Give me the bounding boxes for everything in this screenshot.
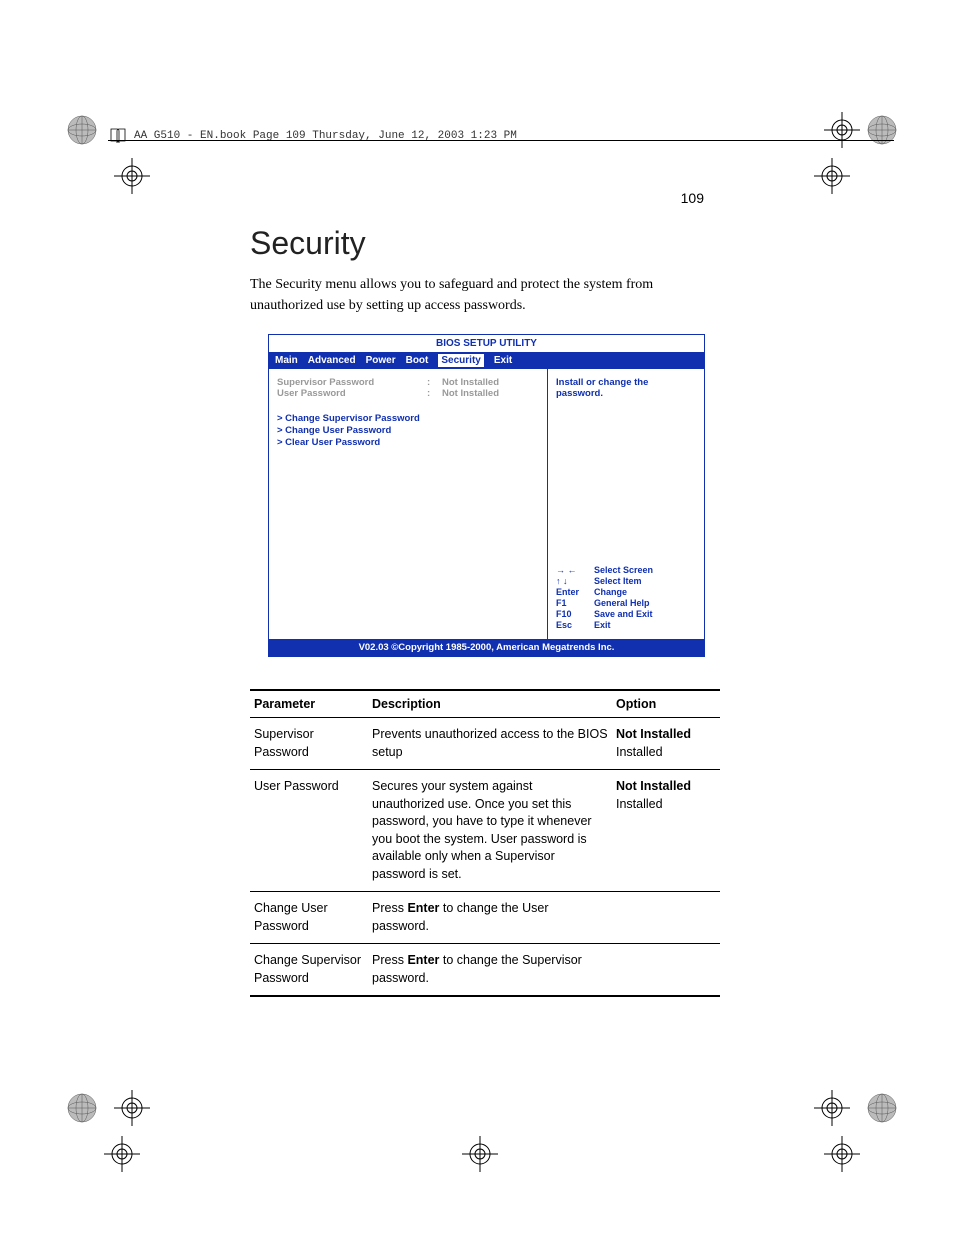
- table-header-parameter: Parameter: [250, 690, 368, 718]
- bios-help-text: Install or change the password.: [556, 377, 696, 399]
- registration-target-icon: [460, 1134, 500, 1174]
- bios-field-row: Supervisor Password:Not Installed: [277, 377, 539, 388]
- bios-key-row: EscExit: [556, 620, 696, 630]
- option-cell: [612, 892, 720, 944]
- table-row: Change Supervisor PasswordPress Enter to…: [250, 944, 720, 997]
- bios-key-row: EnterChange: [556, 587, 696, 597]
- registration-target-icon: [812, 1088, 852, 1128]
- parameter-table: Parameter Description Option Supervisor …: [250, 689, 720, 997]
- bios-key-row: F1General Help: [556, 598, 696, 608]
- page-title: Security: [250, 225, 720, 262]
- registration-target-icon: [812, 156, 852, 196]
- bios-menu-item: Main: [275, 355, 298, 366]
- bios-menu-item: Advanced: [308, 355, 356, 366]
- desc-cell: Prevents unauthorized access to the BIOS…: [368, 718, 612, 770]
- bios-key-row: ↑ ↓Select Item: [556, 576, 696, 586]
- registration-target-icon: [112, 1088, 152, 1128]
- registration-target-icon: [822, 1134, 862, 1174]
- bios-menu-bar: Main Advanced Power Boot Security Exit: [269, 352, 704, 369]
- option-cell: Not InstalledInstalled: [612, 770, 720, 892]
- table-row: Change User PasswordPress Enter to chang…: [250, 892, 720, 944]
- bios-right-panel: Install or change the password. → ←Selec…: [547, 369, 704, 639]
- bios-menu-item: Exit: [494, 355, 512, 366]
- registration-target-icon: [112, 156, 152, 196]
- bios-link: > Clear User Password: [277, 437, 539, 448]
- param-cell: User Password: [250, 770, 368, 892]
- table-row: Supervisor PasswordPrevents unauthorized…: [250, 718, 720, 770]
- bios-key-row: → ←Select Screen: [556, 565, 696, 575]
- book-header: AA G510 - EN.book Page 109 Thursday, Jun…: [108, 126, 894, 146]
- bios-link: > Change Supervisor Password: [277, 413, 539, 424]
- bios-screenshot: BIOS SETUP UTILITY Main Advanced Power Boot…: [268, 334, 705, 657]
- bios-left-panel: Supervisor Password:Not InstalledUser Pa…: [269, 369, 547, 639]
- param-cell: Supervisor Password: [250, 718, 368, 770]
- book-icon: [108, 126, 128, 146]
- option-cell: Not InstalledInstalled: [612, 718, 720, 770]
- desc-cell: Press Enter to change the User password.: [368, 892, 612, 944]
- bios-field-row: User Password:Not Installed: [277, 388, 539, 399]
- bios-key-legend: → ←Select Screen↑ ↓Select ItemEnterChang…: [556, 565, 696, 631]
- param-cell: Change Supervisor Password: [250, 944, 368, 997]
- bios-footer: V02.03 ©Copyright 1985-2000, American Me…: [269, 639, 704, 656]
- registration-globe-icon: [862, 1088, 902, 1128]
- table-header-option: Option: [612, 690, 720, 718]
- bios-link: > Change User Password: [277, 425, 539, 436]
- table-row: User PasswordSecures your system against…: [250, 770, 720, 892]
- bios-title: BIOS SETUP UTILITY: [269, 335, 704, 352]
- registration-globe-icon: [62, 110, 102, 150]
- bios-key-row: F10Save and Exit: [556, 609, 696, 619]
- desc-cell: Press Enter to change the Supervisor pas…: [368, 944, 612, 997]
- header-rule: [108, 140, 894, 141]
- desc-cell: Secures your system against unauthorized…: [368, 770, 612, 892]
- registration-target-icon: [102, 1134, 142, 1174]
- table-header-description: Description: [368, 690, 612, 718]
- registration-globe-icon: [62, 1088, 102, 1128]
- page-number: 109: [681, 190, 704, 206]
- intro-text: The Security menu allows you to safeguar…: [250, 274, 720, 316]
- option-cell: [612, 944, 720, 997]
- bios-menu-item: Boot: [406, 355, 429, 366]
- param-cell: Change User Password: [250, 892, 368, 944]
- bios-menu-item: Security: [438, 354, 483, 367]
- bios-menu-item: Power: [366, 355, 396, 366]
